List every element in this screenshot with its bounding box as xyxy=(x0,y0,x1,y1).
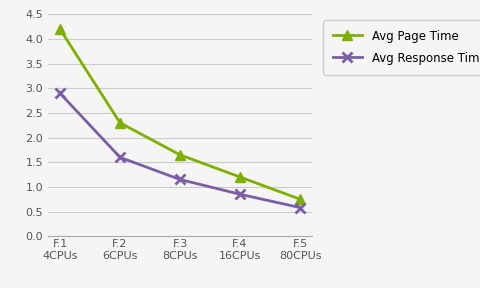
Line: Avg Response Time: Avg Response Time xyxy=(55,88,305,213)
Avg Page Time xyxy=(57,27,63,31)
Legend: Avg Page Time, Avg Response Time: Avg Page Time, Avg Response Time xyxy=(323,20,480,75)
Avg Response Time xyxy=(297,206,303,209)
Avg Response Time xyxy=(57,92,63,95)
Avg Page Time xyxy=(117,121,123,124)
Avg Response Time xyxy=(117,156,123,159)
Avg Response Time xyxy=(177,178,183,181)
Avg Page Time xyxy=(297,198,303,201)
Avg Response Time xyxy=(237,193,243,196)
Line: Avg Page Time: Avg Page Time xyxy=(55,24,305,204)
Avg Page Time xyxy=(237,175,243,179)
Avg Page Time xyxy=(177,153,183,157)
